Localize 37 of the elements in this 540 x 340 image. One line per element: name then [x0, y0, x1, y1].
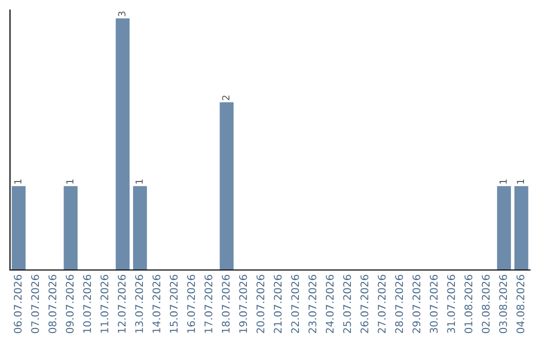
data-label: 1	[136, 179, 143, 184]
x-tick-label: 24.07.2026	[326, 274, 334, 334]
x-tick-label: 19.07.2026	[239, 274, 248, 333]
x-tick-label: 13.07.2026	[135, 274, 144, 333]
data-label: 1	[14, 179, 22, 184]
x-tick-label: 27.07.2026	[378, 274, 386, 334]
x-tick-label: 18.07.2026	[222, 274, 230, 333]
x-tick-label: 12.07.2026	[118, 274, 126, 333]
x-tick-label: 09.07.2026	[66, 274, 74, 334]
x-tick-label: 04.08.2026	[516, 274, 524, 334]
data-label: 2	[222, 96, 230, 100]
x-tick-label: 06.07.2026	[14, 274, 22, 334]
x-tick-label: 15.07.2026	[170, 274, 178, 333]
x-tick-label: 22.07.2026	[291, 274, 300, 334]
x-tick-label: 07.07.2026	[31, 274, 40, 334]
x-tick-label: 23.07.2026	[308, 274, 316, 334]
x-tick-label: 03.08.2026	[499, 274, 508, 334]
x-tick-label: 30.07.2026	[430, 274, 438, 334]
data-label: 1	[66, 179, 74, 184]
x-tick-label: 08.07.2026	[48, 274, 56, 334]
x-tick-label: 26.07.2026	[360, 274, 368, 334]
x-tick-label: 01.08.2026	[464, 274, 472, 334]
x-tick-label: 02.08.2026	[482, 274, 490, 334]
x-tick-label: 29.07.2026	[412, 274, 420, 334]
x-tick-label: 25.07.2026	[343, 274, 352, 334]
x-tick-label: 14.07.2026	[152, 274, 160, 333]
x-tick-label: 20.07.2026	[256, 274, 264, 334]
x-tick-label: 11.07.2026	[100, 274, 108, 333]
x-tick-label: 16.07.2026	[187, 274, 196, 333]
x-tick-label: 31.07.2026	[447, 274, 456, 334]
x-tick-label: 21.07.2026	[274, 274, 282, 334]
data-label: 1	[500, 179, 507, 184]
x-tick-label: 28.07.2026	[395, 274, 404, 334]
data-label: 3	[118, 12, 126, 16]
data-label: 1	[516, 179, 524, 184]
x-tick-label: 17.07.2026	[204, 274, 212, 333]
x-tick-label: 10.07.2026	[83, 274, 92, 333]
